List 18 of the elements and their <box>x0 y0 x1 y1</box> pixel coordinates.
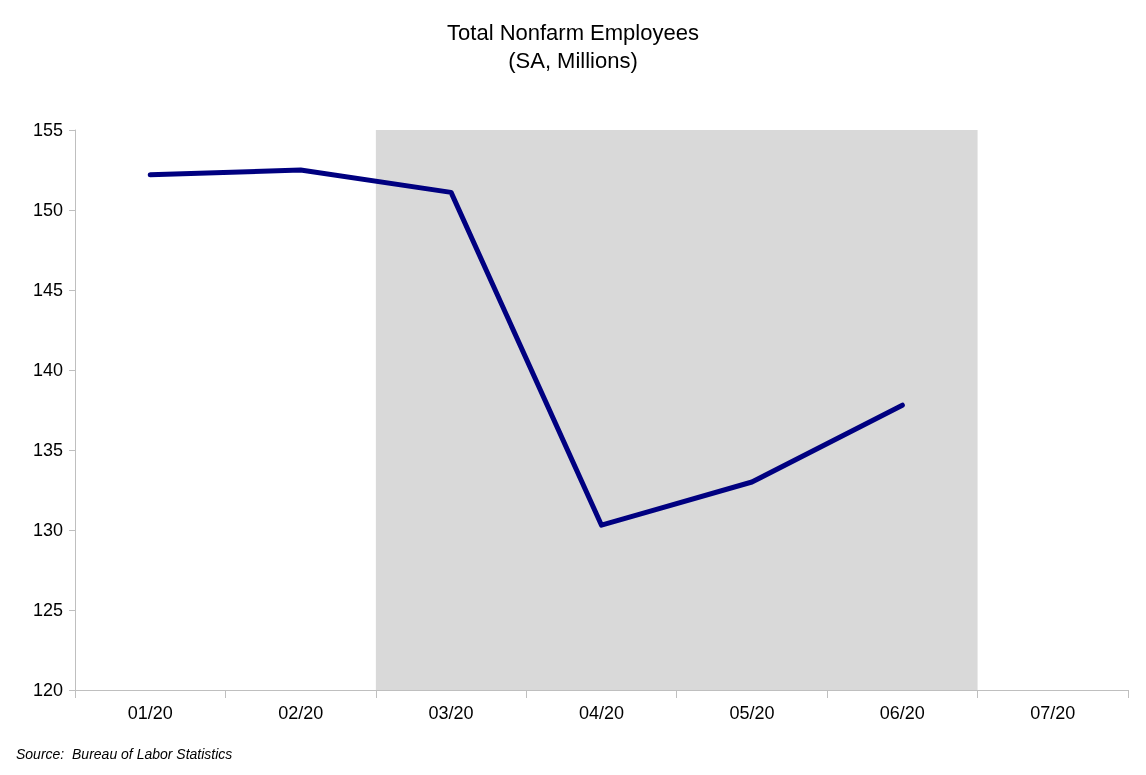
x-tick-label: 02/20 <box>278 703 324 723</box>
y-tick-label: 125 <box>32 600 63 620</box>
y-tick-label: 140 <box>32 360 63 380</box>
y-tick-label: 155 <box>32 120 63 140</box>
y-tick-label: 145 <box>32 280 63 300</box>
x-tick-label: 01/20 <box>127 703 173 723</box>
y-tick-label: 135 <box>32 440 63 460</box>
chart-title: Total Nonfarm Employees <box>447 19 699 45</box>
y-tick-label: 130 <box>32 520 63 540</box>
x-tick-label: 05/20 <box>729 703 775 723</box>
chart-subtitle: (SA, Millions) <box>508 47 638 73</box>
x-tick-label: 03/20 <box>428 703 474 723</box>
x-tick-label: 06/20 <box>879 703 925 723</box>
y-tick-label: 150 <box>32 200 63 220</box>
x-tick-label: 07/20 <box>1030 703 1076 723</box>
y-tick-label: 120 <box>32 680 63 700</box>
x-tick-label: 04/20 <box>578 703 625 723</box>
source-note: Source: Bureau of Labor Statistics <box>16 746 233 762</box>
